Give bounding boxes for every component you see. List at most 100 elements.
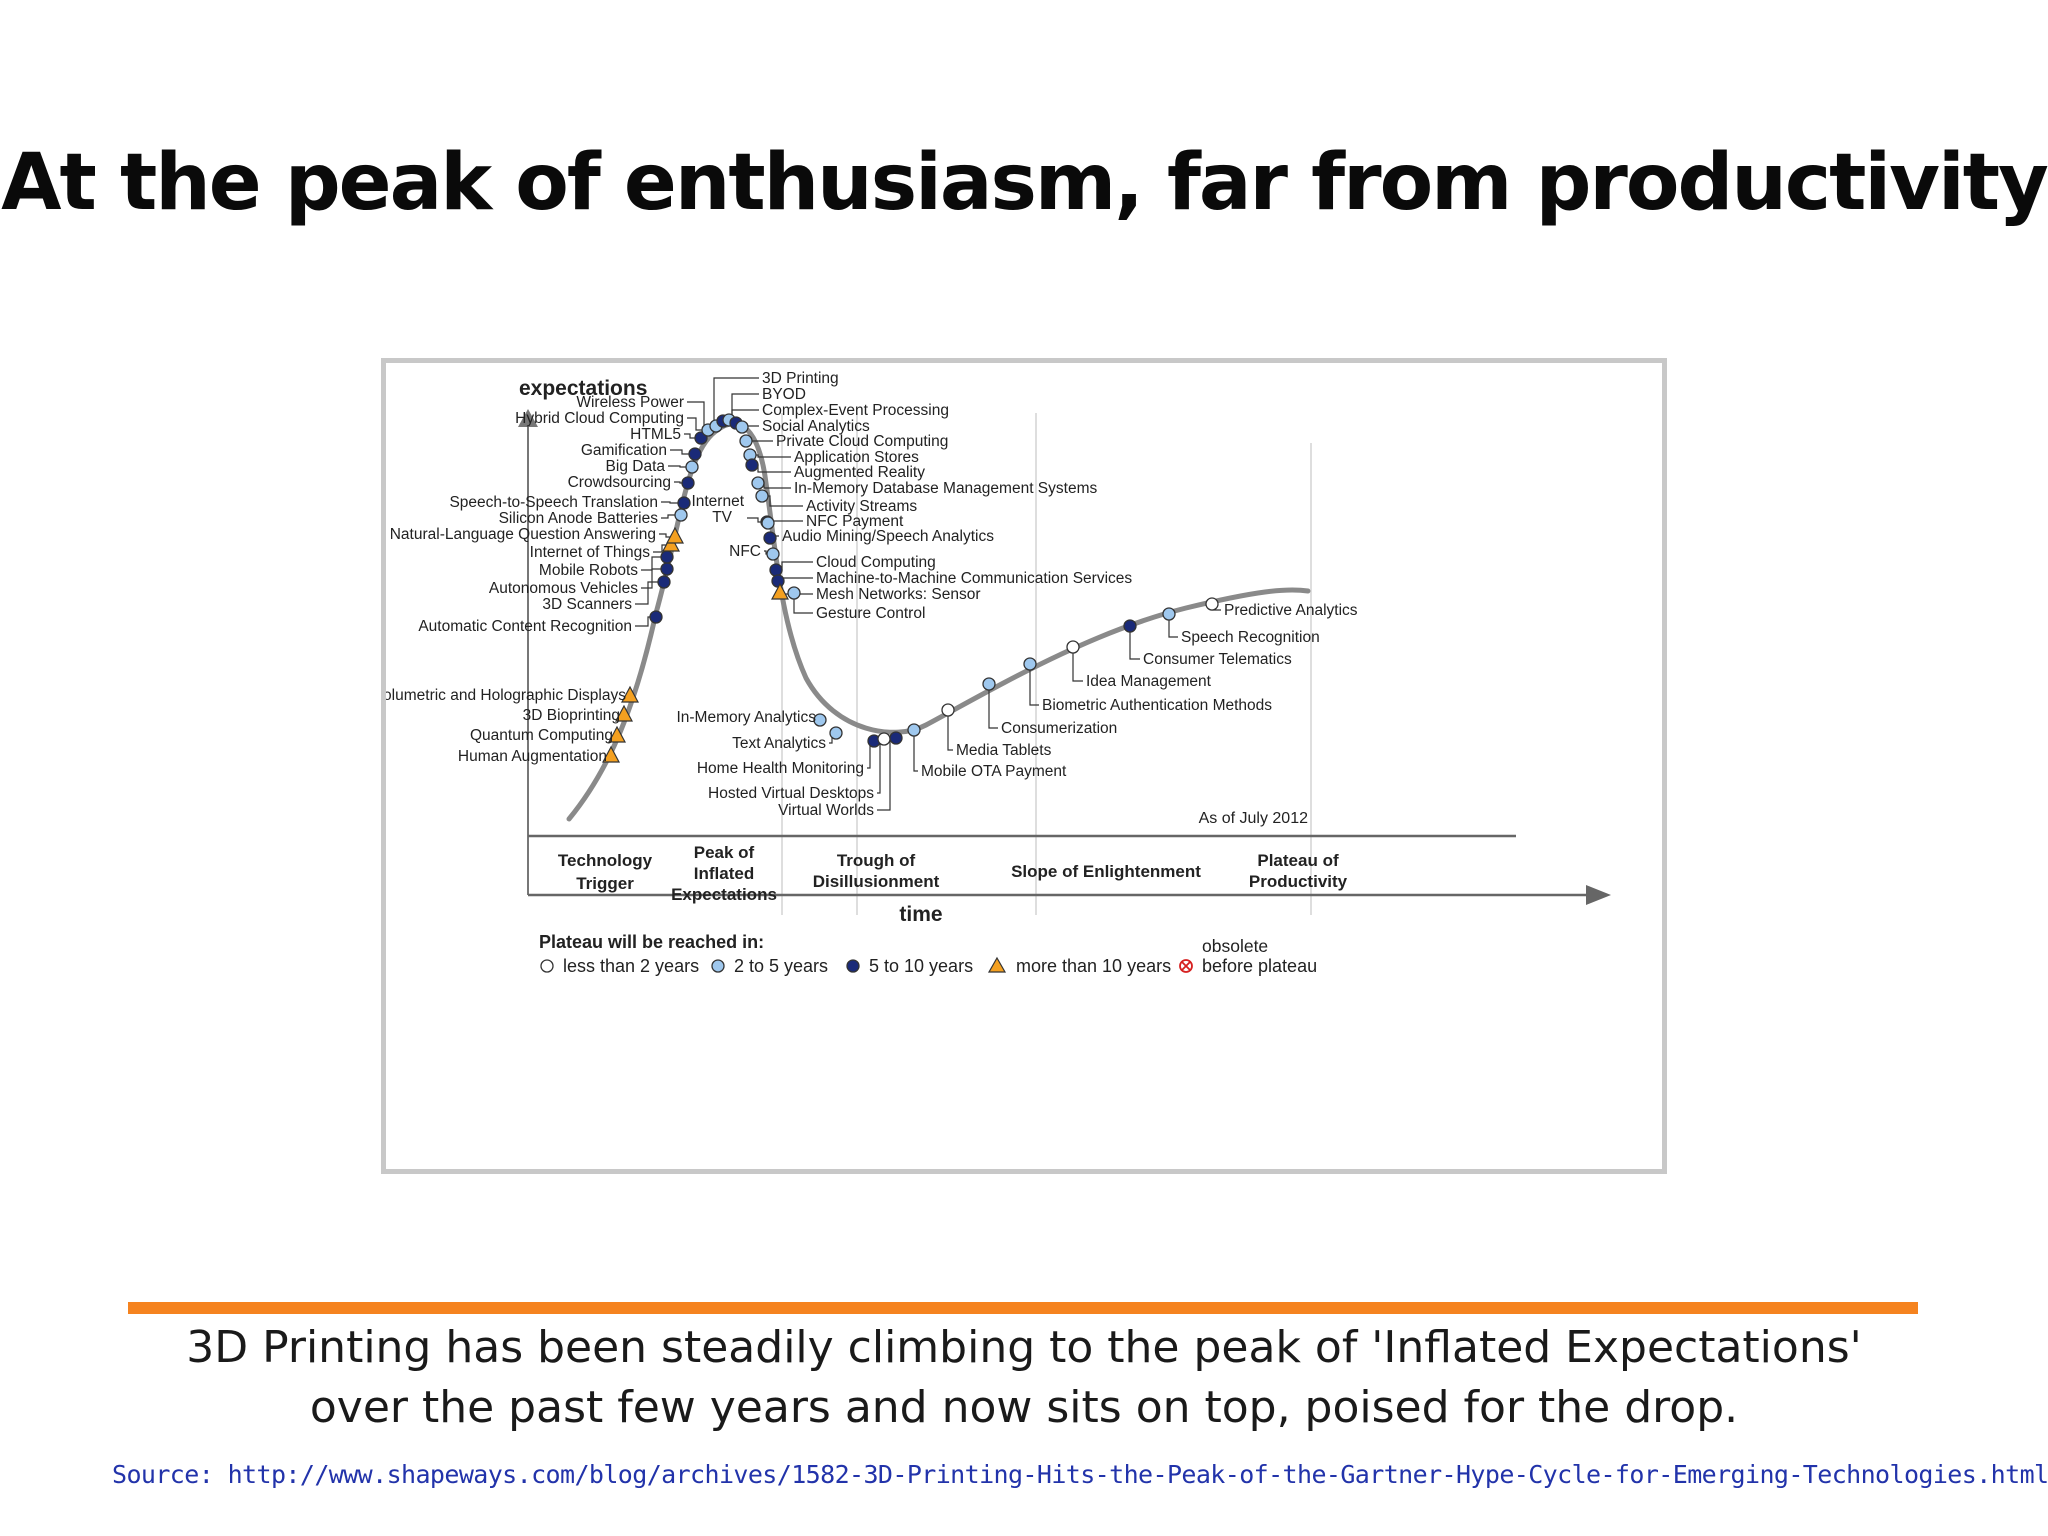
tech-label-application-stores: Application Stores (794, 449, 919, 466)
tech-label-home-health-monitoring: Home Health Monitoring (697, 760, 864, 777)
accent-rule (128, 1302, 1918, 1314)
marker-media-tablets (941, 703, 955, 717)
tech-label-speech-recognition: Speech Recognition (1181, 629, 1320, 646)
leader-line (635, 581, 664, 605)
marker-text-analytics (829, 726, 843, 740)
tech-label-mesh-networks-sensor: Mesh Networks: Sensor (816, 586, 981, 603)
marker-gamification (688, 447, 702, 461)
marker-mobile-robots (660, 550, 674, 564)
marker-augmented-reality (745, 458, 759, 472)
marker-3d-scanners (657, 575, 671, 589)
leader-line (661, 501, 684, 504)
x-axis-arrow-icon (1586, 885, 1611, 905)
tech-label-activity-streams: Activity Streams (806, 498, 917, 515)
caption-line-1: 3D Printing has been steadily climbing t… (186, 1322, 1862, 1373)
phase-technology-trigger: Technology Trigger (558, 851, 653, 893)
legend-obsolete-label: before plateau (1202, 956, 1317, 976)
tech-label-consumer-telematics: Consumer Telematics (1143, 651, 1292, 668)
marker-biometric-authentication-methods (1023, 657, 1037, 671)
marker-machine-to-machine-communication-services (771, 574, 785, 588)
caption-line-2: over the past few years and now sits on … (309, 1382, 1739, 1433)
leader-line (641, 568, 667, 589)
tech-label-gamification: Gamification (581, 442, 667, 459)
marker-consumer-telematics (1123, 619, 1137, 633)
tech-label-big-data: Big Data (606, 458, 666, 475)
tech-label-3d-bioprinting: 3D Bioprinting (523, 707, 620, 724)
tech-label-consumerization: Consumerization (1001, 720, 1117, 737)
legend-2to5-label: 2 to 5 years (734, 956, 828, 976)
tech-label-audio-mining-speech-analytics: Audio Mining/Speech Analytics (782, 528, 994, 545)
tech-label-3d-scanners: 3D Scanners (542, 596, 632, 613)
marker-3d-bioprinting-triangle-icon (615, 704, 633, 722)
tech-label-hybrid-cloud-computing: Hybrid Cloud Computing (515, 410, 684, 427)
caption: 3D Printing has been steadily climbing t… (0, 1318, 2048, 1438)
leader-line (913, 730, 918, 772)
tech-label-natural-language-question-answering: Natural-Language Question Answering (390, 526, 656, 543)
marker-automatic-content-recognition (649, 610, 663, 624)
legend-lt2-icon (540, 959, 554, 973)
marker-mesh-networks-sensor-triangle-icon (771, 582, 789, 600)
legend-5to10-icon (846, 959, 860, 973)
tech-label-hosted-virtual-desktops: Hosted Virtual Desktops (708, 785, 874, 802)
source-link[interactable]: Source: http://www.shapeways.com/blog/ar… (112, 1460, 2048, 1489)
tech-label-text-analytics: Text Analytics (732, 735, 826, 752)
marker-hosted-virtual-desktops (877, 732, 891, 746)
tech-label-media-tablets: Media Tablets (956, 742, 1052, 759)
tech-label-social-analytics: Social Analytics (762, 418, 870, 435)
tech-label-nfc-payment: NFC Payment (806, 513, 904, 530)
marker-audio-mining-speech-analytics (763, 531, 777, 545)
leader-line (1029, 664, 1039, 706)
tech-label-html5: HTML5 (630, 426, 681, 443)
leader-line (947, 710, 953, 751)
marker-gesture-control (787, 586, 801, 600)
phase-plateau-of-productivity: Plateau of Productivity (1249, 851, 1348, 891)
marker-private-cloud-computing (739, 434, 753, 448)
marker-idea-management (1066, 640, 1080, 654)
marker-cloud-computing (769, 563, 783, 577)
tech-label-in-memory-analytics: In-Memory Analytics (676, 709, 816, 726)
hype-cycle-figure: expectations time As of July 2012 Human Au… (381, 358, 1667, 1174)
marker-virtual-worlds (889, 731, 903, 745)
marker-consumerization (982, 677, 996, 691)
leader-line (1129, 626, 1140, 660)
tech-label-automatic-content-recognition: Automatic Content Recognition (418, 618, 632, 635)
leader-line (1072, 647, 1083, 682)
legend-obsolete-cross (1181, 961, 1191, 971)
tech-label-crowdsourcing: Crowdsourcing (568, 474, 671, 491)
marker-crowdsourcing (681, 476, 695, 490)
marker-natural-language-question-answering-triangle-icon (666, 526, 684, 544)
tech-label-internet-tv-2: TV (712, 509, 732, 526)
legend-gt10-label: more than 10 years (1016, 956, 1171, 976)
tech-label-predictive-analytics: Predictive Analytics (1224, 602, 1358, 619)
tech-label-wireless-power: Wireless Power (576, 394, 684, 411)
tech-label-augmented-reality: Augmented Reality (794, 464, 925, 481)
tech-label-nfc: NFC (729, 543, 761, 560)
tech-label-in-memory-database-management-systems: In-Memory Database Management Systems (794, 480, 1097, 497)
leader-line (793, 593, 813, 614)
marker-in-memory-analytics (813, 713, 827, 727)
marker-activity-streams (755, 489, 769, 503)
tech-label-private-cloud-computing: Private Cloud Computing (776, 433, 948, 450)
phase-slope-of-enlightenment: Slope of Enlightenment (1011, 862, 1201, 881)
tech-label-volumetric-and-holographic-displays: Volumetric and Holographic Displays (386, 687, 626, 704)
tech-label-idea-management: Idea Management (1086, 673, 1212, 690)
legend-title: Plateau will be reached in: (539, 932, 764, 952)
tech-label-3d-printing: 3D Printing (762, 370, 839, 387)
tech-label-speech-to-speech-translation: Speech-to-Speech Translation (449, 494, 658, 511)
leader-line (1168, 614, 1178, 638)
marker-speech-recognition (1162, 607, 1176, 621)
tech-label-internet-tv: Internet (691, 493, 744, 510)
leader-line (713, 377, 759, 422)
tech-label-byod: BYOD (762, 386, 806, 403)
legend-gt10-triangle-icon (987, 956, 1007, 973)
legend-5to10-label: 5 to 10 years (869, 956, 973, 976)
marker-human-augmentation-triangle-icon (602, 745, 620, 763)
leader-line (877, 738, 884, 794)
marker-speech-to-speech-translation (677, 496, 691, 510)
hype-cycle-chart: expectations time As of July 2012 Human Au… (386, 370, 1611, 976)
tech-label-cloud-computing: Cloud Computing (816, 554, 936, 571)
y-axis-arrow-icon (518, 409, 538, 427)
leader-line (641, 556, 667, 571)
marker-nfc (766, 547, 780, 561)
tech-label-silicon-anode-batteries: Silicon Anode Batteries (499, 510, 659, 527)
